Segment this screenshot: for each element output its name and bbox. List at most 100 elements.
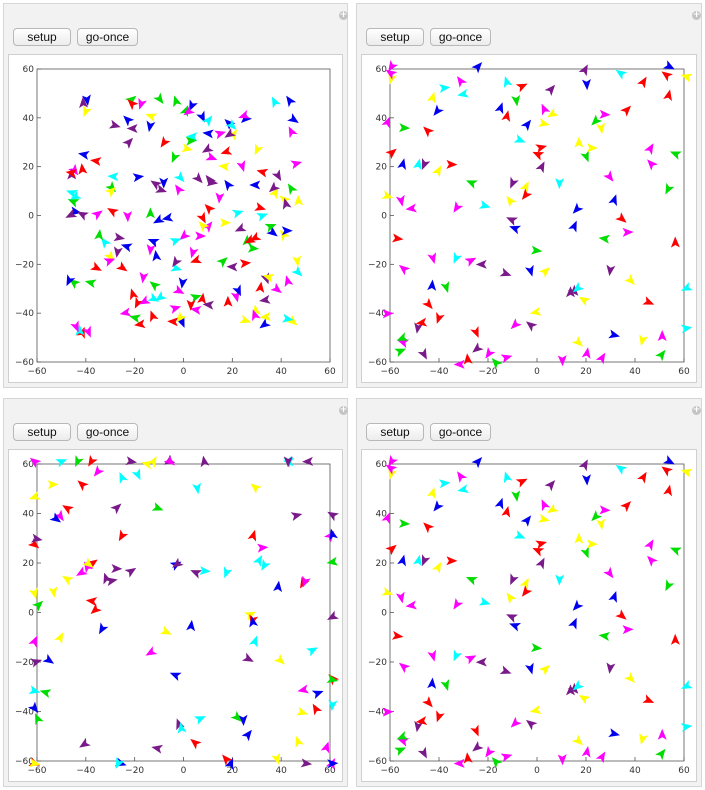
turtle-arrowhead (578, 695, 591, 705)
turtle-arrowhead (506, 217, 518, 226)
y-tick-label: 0 (28, 609, 34, 619)
turtle-arrowhead (535, 557, 545, 570)
turtle-arrowhead (381, 116, 390, 129)
expand-icon[interactable]: + (692, 10, 701, 20)
turtle-arrowhead (591, 114, 603, 126)
y-tick-label: 60 (23, 460, 35, 470)
x-tick-label: −60 (381, 367, 400, 377)
turtle-arrowhead (236, 160, 246, 172)
plot-area: −60 −40 −20 0 20 40 60 −60 −40 −20 0 20 40 60 (361, 449, 697, 782)
turtle-arrowhead (202, 129, 214, 139)
expand-icon[interactable]: + (339, 10, 348, 20)
turtle-arrowhead (198, 221, 210, 233)
turtle-arrowhead (438, 83, 451, 93)
turtle-arrowhead (494, 102, 504, 115)
turtle-arrowhead (541, 499, 551, 512)
turtle-arrowhead (42, 653, 55, 664)
turtle-arrowhead (427, 252, 437, 264)
turtle-arrowhead (397, 738, 410, 747)
x-tick-label: 20 (227, 367, 239, 377)
y-tick-label: −40 (15, 309, 34, 319)
turtle-arrowhead (608, 329, 621, 339)
turtle-arrowhead (252, 554, 263, 567)
turtle-arrowhead (422, 157, 431, 170)
turtle-arrowhead (91, 210, 103, 221)
turtle-arrowhead (173, 171, 185, 183)
go-once-button[interactable]: go-once (77, 423, 138, 441)
setup-button[interactable]: setup (366, 28, 424, 46)
turtle-arrowhead (205, 174, 216, 187)
go-once-button[interactable]: go-once (430, 423, 491, 441)
turtle-arrowhead (81, 557, 94, 568)
y-tick-label: 40 (23, 510, 35, 520)
turtle-arrowhead (547, 503, 559, 513)
panel-1: + setup go-once −60 −40 −20 0 20 40 60 −60 −40 −2… (3, 3, 348, 388)
turtle-arrowhead (391, 630, 404, 640)
turtle-arrowhead (571, 734, 583, 746)
plot-frame (36, 68, 331, 363)
turtle-arrowhead (662, 455, 675, 465)
turtle-arrowhead (47, 480, 59, 490)
panel-4: + setup go-once −60 −40 −20 0 20 40 60 −60 −40 −2… (356, 398, 702, 787)
turtle-arrowhead (620, 501, 632, 513)
y-tick-label: −60 (368, 757, 387, 767)
go-once-button[interactable]: go-once (77, 28, 138, 46)
turtle-arrowhead (639, 334, 648, 347)
turtle-arrowhead (398, 264, 411, 276)
turtle-arrowhead (500, 354, 513, 364)
plot-frame (36, 463, 331, 762)
turtle-arrowhead (642, 296, 655, 305)
go-once-button[interactable]: go-once (430, 28, 491, 46)
turtle-arrowhead (637, 471, 647, 484)
turtle-arrowhead (190, 570, 203, 579)
turtle-arrowhead (169, 672, 182, 682)
turtle-arrowhead (287, 113, 299, 124)
turtle-arrowhead (637, 76, 647, 89)
turtle-arrowhead (256, 168, 269, 178)
turtle-arrowhead (501, 110, 511, 122)
x-tick-label: −40 (430, 367, 449, 377)
turtle-arrowhead (149, 281, 161, 292)
turtle-arrowhead (397, 339, 410, 348)
turtle-arrowhead (581, 746, 591, 758)
turtle-arrowhead (581, 78, 591, 91)
turtle-arrowhead (398, 518, 411, 528)
turtle-arrowhead (398, 123, 411, 133)
turtle-arrowhead (385, 69, 398, 80)
turtle-arrowhead (280, 229, 290, 242)
turtle-arrowhead (250, 483, 262, 494)
setup-button[interactable]: setup (366, 423, 424, 441)
turtle-arrowhead (423, 522, 435, 534)
turtle-arrowhead (282, 198, 292, 210)
turtle-arrowhead (238, 714, 248, 726)
expand-icon[interactable]: + (339, 405, 348, 415)
turtle-arrowhead (273, 580, 283, 593)
turtle-arrowhead (202, 300, 214, 310)
y-tick-label: 0 (381, 212, 387, 222)
turtle-arrowhead (412, 158, 422, 171)
turtle-arrowhead (53, 509, 64, 522)
turtle-arrowhead (153, 214, 165, 224)
x-tick-label: −20 (125, 766, 144, 776)
turtle-arrowhead (251, 309, 261, 322)
turtle-arrowhead (189, 306, 202, 315)
expand-icon[interactable]: + (692, 405, 701, 415)
turtle-arrowhead (457, 76, 468, 88)
turtle-arrowhead (134, 319, 146, 329)
turtle-arrowhead (225, 118, 237, 130)
turtle-arrowhead (127, 99, 139, 111)
turtle-arrowhead (249, 231, 262, 242)
turtle-arrowhead (494, 497, 504, 510)
x-tick-label: 20 (580, 766, 592, 776)
turtle-arrowhead (320, 741, 330, 754)
turtle-arrowhead (521, 585, 533, 597)
turtle-arrowhead (214, 130, 227, 140)
setup-button[interactable]: setup (13, 423, 71, 441)
turtle-arrowhead (254, 143, 264, 156)
turtle-arrowhead (88, 454, 98, 467)
setup-button[interactable]: setup (13, 28, 71, 46)
y-tick-label: 20 (23, 559, 35, 569)
turtle-arrowhead (291, 265, 303, 277)
turtle-arrowhead (215, 192, 225, 204)
turtle-arrowhead (499, 267, 512, 277)
